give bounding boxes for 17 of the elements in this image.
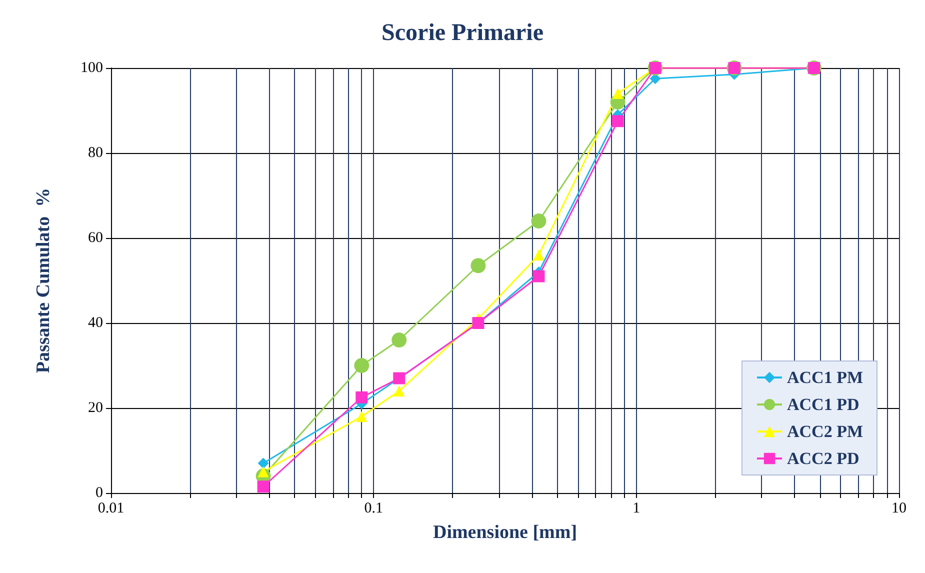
x-tick-label: 1: [632, 500, 640, 516]
legend-label: ACC1 PM: [786, 368, 864, 387]
x-tick-label: 0.1: [364, 500, 384, 516]
y-tick-label: 40: [88, 315, 103, 331]
legend-label: ACC2 PD: [786, 449, 860, 468]
legend-label: ACC1 PD: [786, 395, 860, 414]
legend-label: ACC2 PM: [786, 422, 864, 441]
y-axis-title: Passante Cumulato %: [33, 188, 54, 374]
y-tick-label: 20: [88, 400, 103, 416]
x-tick-label: 0.01: [98, 500, 124, 516]
chart-title: Scorie Primarie: [382, 20, 544, 46]
y-tick-label: 80: [88, 145, 103, 161]
y-tick-label: 100: [80, 60, 103, 76]
y-tick-label: 60: [88, 230, 103, 246]
x-tick-label: 10: [892, 500, 906, 516]
x-axis-title: Dimensione [mm]: [432, 522, 578, 543]
y-tick-label: 0: [96, 485, 103, 501]
